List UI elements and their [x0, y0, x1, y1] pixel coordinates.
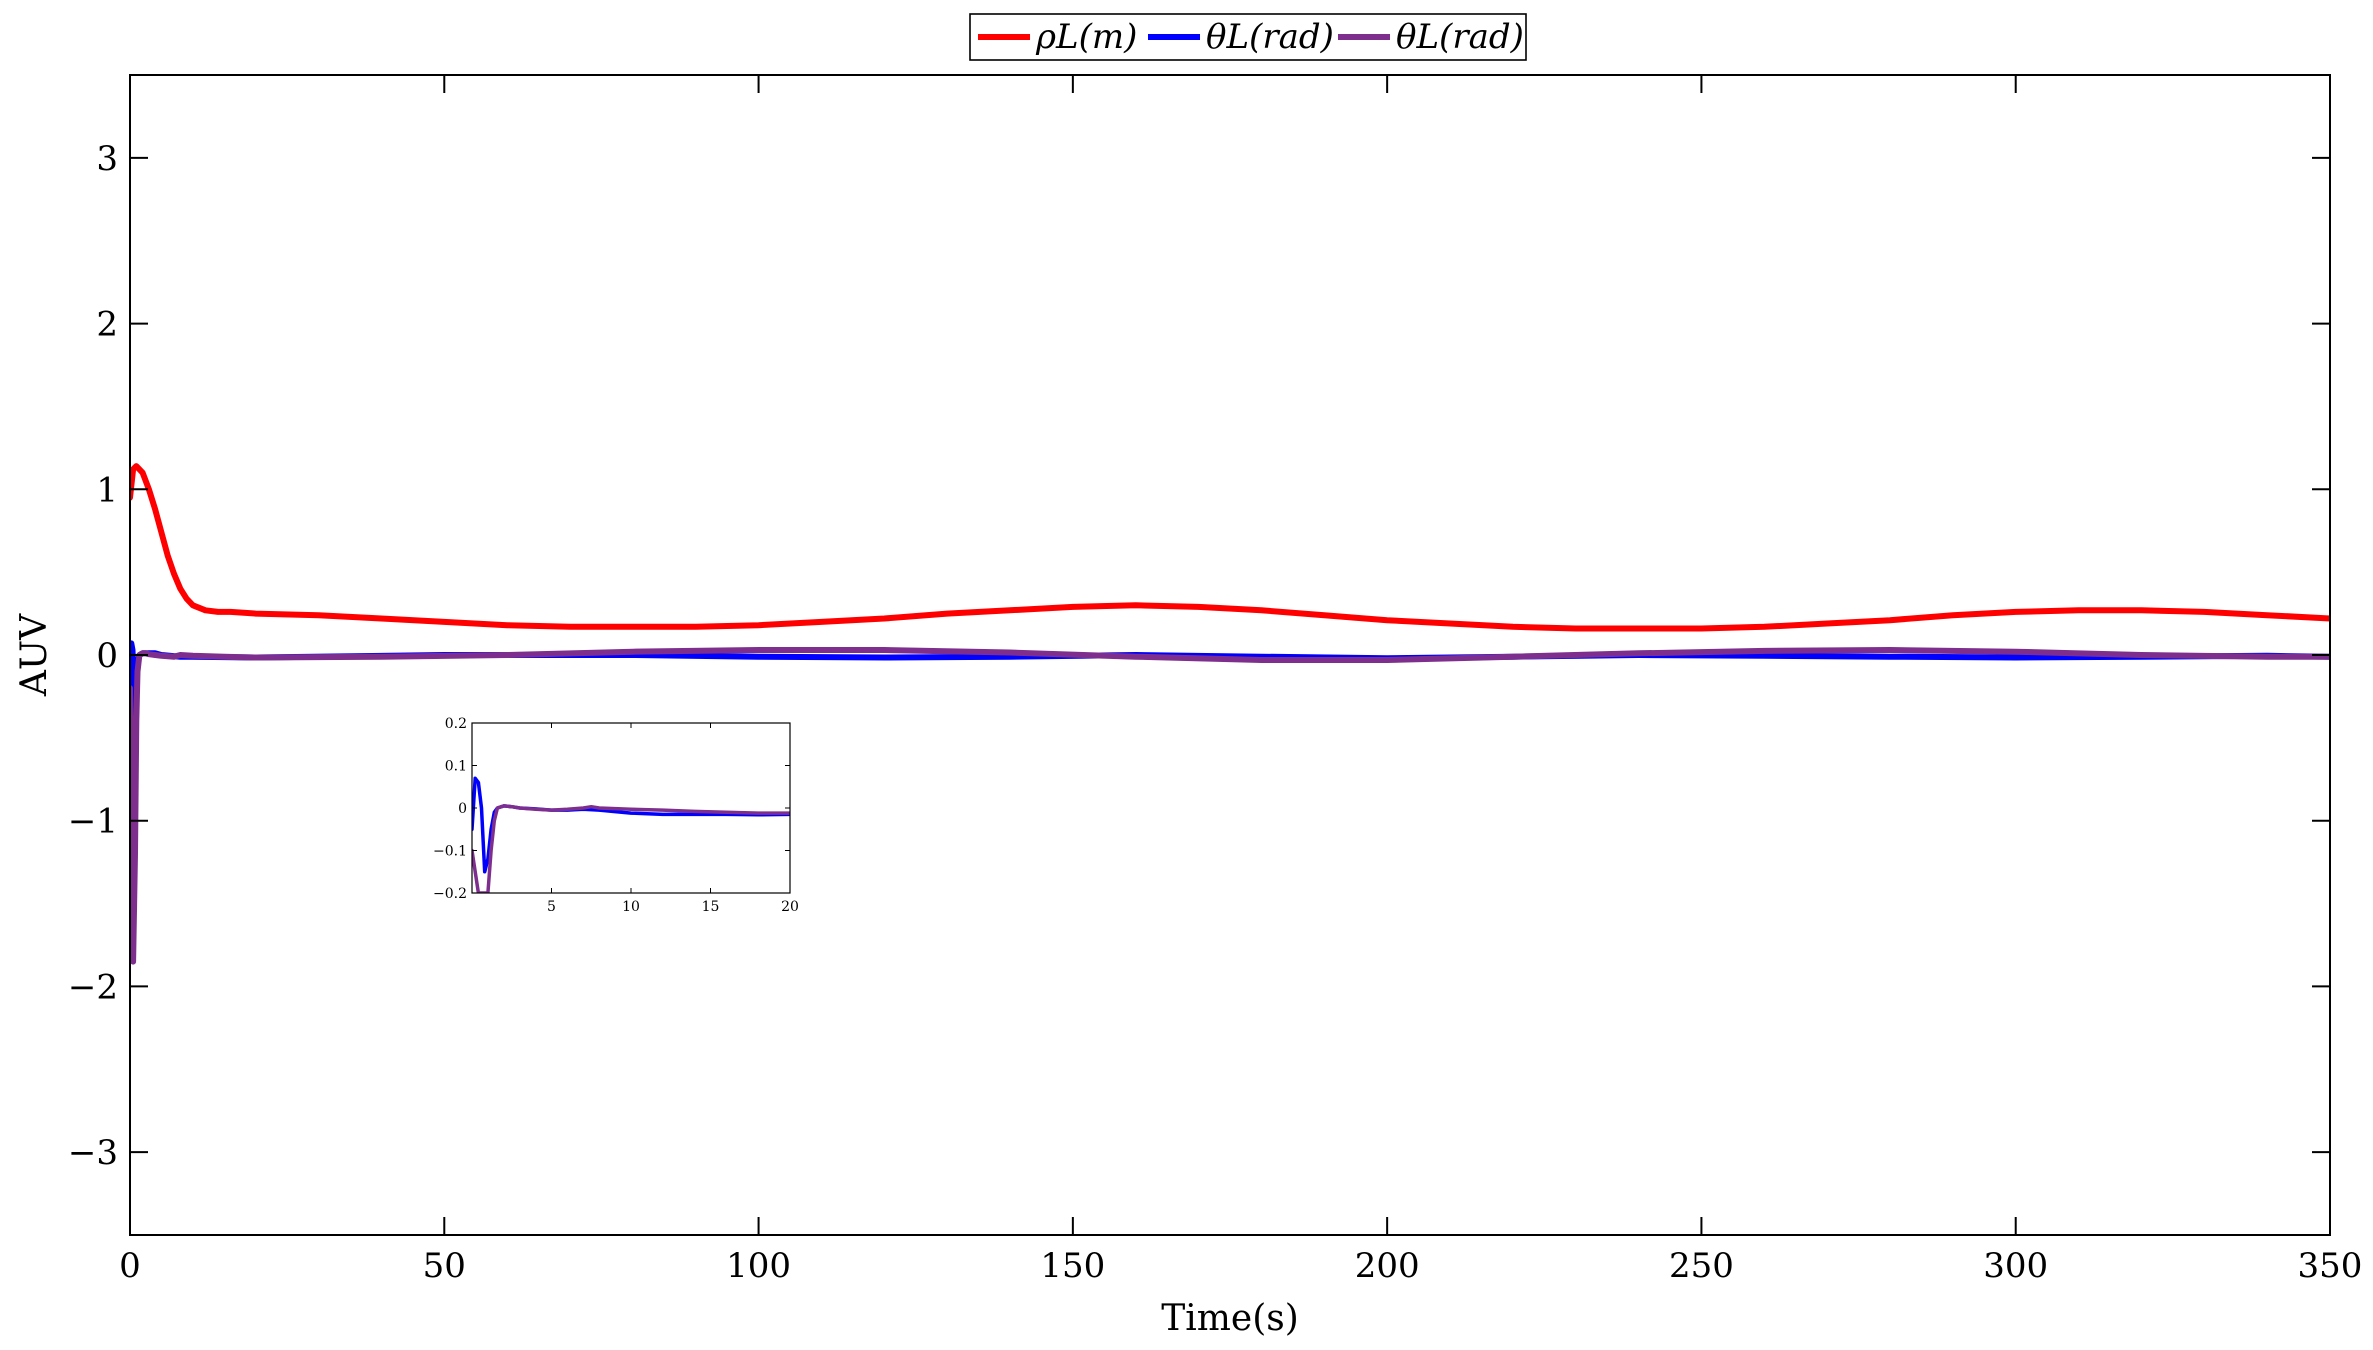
- x-tick-label-0-0: 0: [119, 1246, 141, 1286]
- x-tick-label-0-3: 150: [1040, 1246, 1105, 1286]
- x-tick-label-1-1: 10: [622, 899, 640, 915]
- y-tick-label-0-3: 0: [96, 636, 118, 676]
- inset-frame: [471, 722, 791, 894]
- y-tick-label-1-1: −0.1: [433, 844, 467, 860]
- legend-label-theta-purple: θL(rad): [1396, 17, 1524, 57]
- y-tick-label-1-0: −0.2: [433, 886, 467, 902]
- y-tick-label-0-1: −2: [68, 967, 118, 1007]
- x-tick-label-0-5: 250: [1669, 1246, 1734, 1286]
- x-tick-label-0-2: 100: [726, 1246, 791, 1286]
- y-tick-label-1-4: 0.2: [445, 716, 467, 732]
- legend-box: [969, 13, 1527, 61]
- y-tick-label-1-2: 0: [458, 801, 467, 817]
- legend-label-rho: ρL(m): [1035, 17, 1137, 57]
- legend: ρL(m) θL(rad) θL(rad): [969, 13, 1527, 61]
- y-tick-label-0-2: −1: [68, 802, 118, 842]
- y-tick-label-0-6: 3: [96, 139, 118, 179]
- series-line-0-2: [130, 647, 2330, 965]
- y-tick-label-0-0: −3: [68, 1133, 118, 1173]
- inset-series-group: [472, 776, 790, 893]
- x-tick-label-1-0: 5: [547, 899, 556, 915]
- inset-plot: 5 10 15 20 −0.2 −0.1 0 0.1 0.2: [433, 716, 799, 915]
- x-tick-label-0-7: 350: [2298, 1246, 2363, 1286]
- x-tick-label-0-1: 50: [423, 1246, 466, 1286]
- plot-frame: [129, 74, 2331, 1236]
- y-tick-label-1-3: 0.1: [445, 759, 467, 775]
- x-tick-label-0-4: 200: [1355, 1246, 1420, 1286]
- legend-label-theta-blue: θL(rad): [1206, 17, 1334, 57]
- x-tick-label-1-3: 20: [781, 899, 799, 915]
- y-axis-label: AUV: [14, 613, 55, 697]
- y-tick-label-0-5: 2: [96, 305, 118, 345]
- series-line-0-0: [130, 463, 2330, 632]
- inset-axis-ticks: 5 10 15 20 −0.2 −0.1 0 0.1 0.2: [433, 716, 799, 915]
- series-line-1-1: [472, 804, 790, 893]
- x-axis-label: Time(s): [1161, 1298, 1299, 1339]
- y-tick-label-0-4: 1: [96, 470, 118, 510]
- x-tick-label-0-6: 300: [1983, 1246, 2048, 1286]
- x-tick-label-1-2: 15: [702, 899, 720, 915]
- main-series-group: [130, 463, 2330, 965]
